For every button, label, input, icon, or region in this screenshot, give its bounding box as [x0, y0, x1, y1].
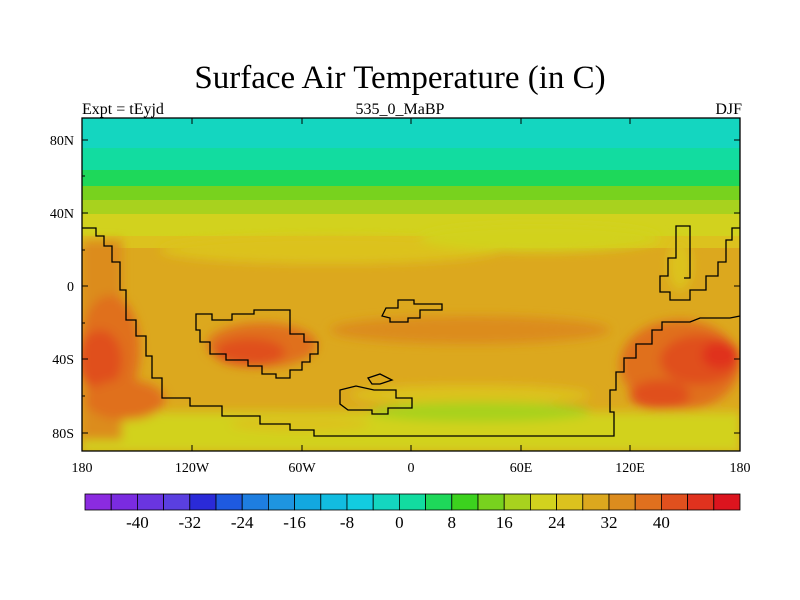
x-tick-120w: 120W	[175, 461, 210, 476]
land-outlines	[82, 225, 741, 437]
colorbar-label: -8	[340, 513, 354, 532]
colorbar-swatch	[425, 493, 453, 511]
colorbar-swatch	[661, 493, 689, 511]
chart-title: Surface Air Temperature (in C)	[194, 60, 606, 96]
y-tick-0: 0	[67, 280, 74, 295]
x-tick-180w: 180	[72, 461, 93, 476]
x-tick-60w: 60W	[288, 461, 316, 476]
x-tick-180e: 180	[730, 461, 751, 476]
y-tick-marks	[82, 139, 740, 434]
equatorial-island-outline	[381, 299, 443, 323]
colorbar-label: 8	[448, 513, 457, 532]
colorbar-swatch	[372, 493, 400, 511]
colorbar-swatch	[136, 493, 164, 511]
subtitle-season: DJF	[715, 101, 742, 118]
subtitle-age: 535_0_MaBP	[355, 101, 445, 118]
colorbar-label: -16	[283, 513, 306, 532]
colorbar-label: 40	[653, 513, 670, 532]
x-tick-marks	[191, 118, 631, 451]
colorbar-swatch	[451, 493, 479, 511]
colorbar-swatch	[320, 493, 348, 511]
colorbar-swatch	[634, 493, 662, 511]
colorbar	[84, 493, 741, 511]
west-continent-outline	[82, 227, 741, 437]
colorbar-swatch	[530, 493, 558, 511]
y-tick-80s: 80S	[52, 427, 74, 442]
y-tick-40n: 40N	[50, 207, 74, 222]
colorbar-label: 32	[601, 513, 618, 532]
colorbar-swatch	[398, 493, 426, 511]
central-continent-outline	[195, 309, 319, 379]
x-tick-labels: 180 120W 60W 0 60E 120E 180	[72, 461, 751, 476]
southern-island-outline-2	[339, 385, 413, 415]
colorbar-swatch	[267, 493, 295, 511]
colorbar-swatch	[477, 493, 505, 511]
colorbar-swatch	[713, 493, 741, 511]
colorbar-swatch	[189, 493, 217, 511]
colorbar-swatch	[556, 493, 584, 511]
colorbar-swatch	[582, 493, 610, 511]
colorbar-swatch	[608, 493, 636, 511]
colorbar-label: 24	[548, 513, 566, 532]
east-continent-outline	[659, 225, 740, 301]
y-tick-40s: 40S	[52, 353, 74, 368]
x-tick-0: 0	[408, 461, 415, 476]
colorbar-swatch	[84, 493, 112, 511]
colorbar-swatch	[215, 493, 243, 511]
y-tick-labels: 80N 40N 0 40S 80S	[50, 134, 74, 442]
southern-island-outline	[366, 373, 394, 385]
temperature-field	[82, 118, 740, 451]
colorbar-label: -40	[126, 513, 149, 532]
colorbar-swatch	[294, 493, 322, 511]
colorbar-swatch	[346, 493, 374, 511]
colorbar-label: 16	[496, 513, 513, 532]
colorbar-swatch	[241, 493, 269, 511]
x-tick-60e: 60E	[510, 461, 533, 476]
colorbar-swatch	[163, 493, 191, 511]
colorbar-swatch	[503, 493, 531, 511]
subtitle-experiment: Expt = tEyjd	[82, 101, 164, 118]
colorbar-label: 0	[395, 513, 404, 532]
x-tick-120e: 120E	[615, 461, 645, 476]
colorbar-label: -24	[231, 513, 254, 532]
colorbar-label: -32	[178, 513, 201, 532]
colorbar-swatch	[110, 493, 138, 511]
colorbar-labels: -40 -32 -24 -16 -8 0 8 16 24 32 40	[126, 513, 670, 532]
y-tick-80n: 80N	[50, 134, 74, 149]
colorbar-swatch	[687, 493, 715, 511]
